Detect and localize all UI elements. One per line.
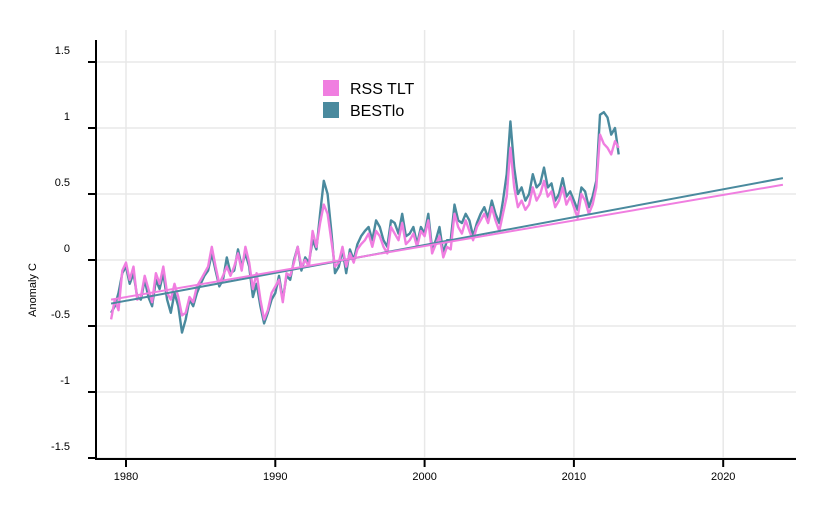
y-tick-label: 0 — [64, 243, 70, 255]
legend-swatch-best — [323, 102, 339, 118]
y-axis-title: Anomaly C — [27, 263, 39, 317]
y-tick-label: 1.5 — [55, 45, 70, 57]
tick-labels: 1.5 1 0.5 0 -0.5 -1 -1.5 1980 1990 2000 2010 2020 — [51, 45, 735, 483]
x-tick-label: 2000 — [412, 471, 436, 483]
legend-label-rss: RSS TLT — [350, 81, 415, 98]
legend: RSS TLT BESTlo — [323, 80, 415, 120]
y-tick-label: -0.5 — [51, 309, 70, 321]
y-tick-label: -1.5 — [51, 441, 70, 453]
x-tick-label: 1980 — [114, 471, 138, 483]
y-tick-label: -1 — [60, 375, 70, 387]
series-layer — [109, 110, 620, 334]
legend-label-best: BESTlo — [350, 103, 404, 120]
x-tick-label: 2010 — [562, 471, 586, 483]
legend-swatch-rss — [323, 80, 339, 96]
series-line-rss — [109, 133, 620, 321]
trend-layer — [110, 177, 784, 305]
trend-line-rss — [110, 183, 784, 301]
trend-line-best — [110, 177, 784, 305]
y-tick-label: 0.5 — [55, 177, 70, 189]
x-tick-label: 1990 — [263, 471, 287, 483]
axes — [88, 40, 796, 467]
x-tick-label: 2020 — [711, 471, 735, 483]
y-tick-label: 1 — [64, 111, 70, 123]
